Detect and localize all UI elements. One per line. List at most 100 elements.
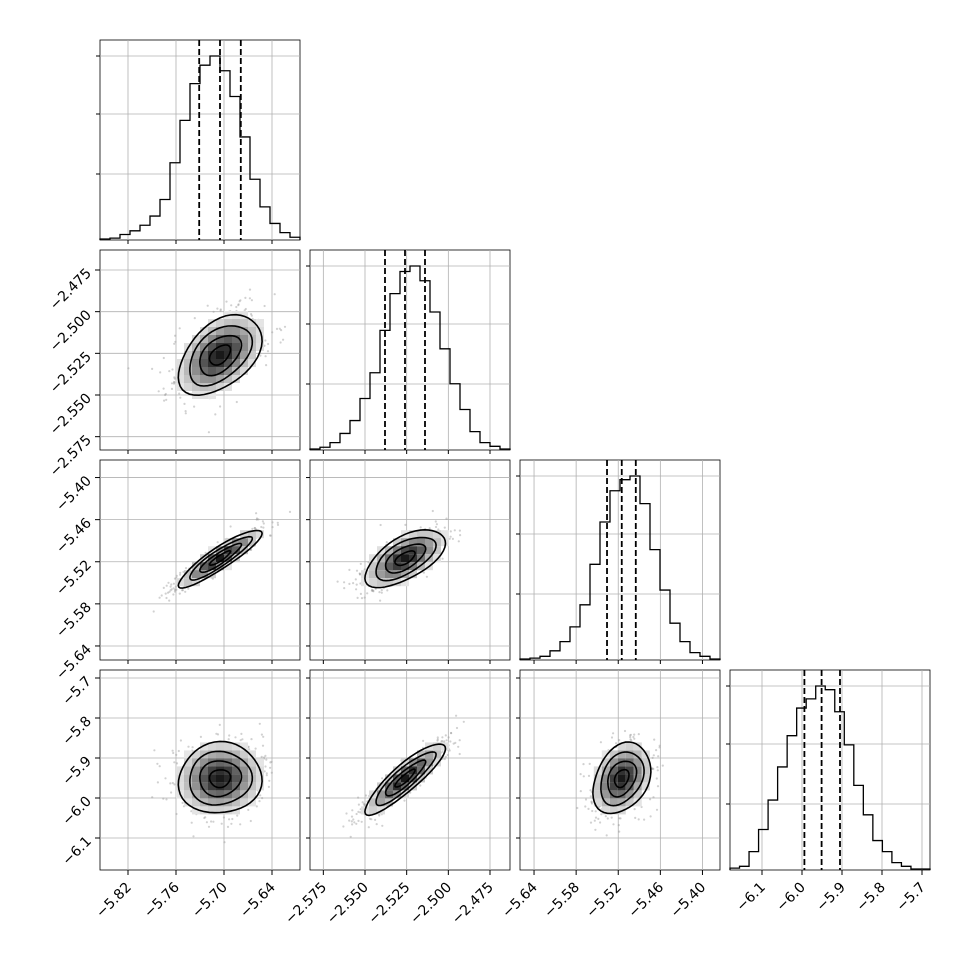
histogram-panel-0 <box>96 39 301 241</box>
scatter-point <box>445 739 448 742</box>
density-cell <box>200 375 208 383</box>
scatter-point <box>345 812 348 815</box>
density-cell <box>208 391 216 399</box>
scatter-point <box>207 825 211 828</box>
scatter-point <box>455 726 459 730</box>
scatter-point <box>263 756 266 759</box>
density-cell <box>248 798 256 807</box>
scatter-point <box>271 521 274 524</box>
density-cell <box>401 578 409 587</box>
density-cell <box>625 766 634 775</box>
scatter-point <box>615 742 618 745</box>
density-cell <box>192 375 200 383</box>
scatter-point <box>239 299 242 302</box>
scatter-panel-1-2 <box>309 459 511 661</box>
histogram-step-1 <box>309 265 511 450</box>
x-tick-label: −5.7 <box>893 880 928 915</box>
scatter-point <box>590 800 593 803</box>
y-tick-label: −5.9 <box>59 754 94 789</box>
scatter-panel-1-3 <box>309 669 511 871</box>
density-cell <box>176 766 184 775</box>
density-cell <box>425 750 433 759</box>
density-cell <box>208 782 216 791</box>
scatter-point <box>582 763 585 766</box>
scatter-point <box>358 573 362 576</box>
scatter-point <box>449 740 452 743</box>
scatter-point <box>184 567 188 570</box>
scatter-point <box>459 534 462 537</box>
density-cell <box>609 774 618 783</box>
scatter-point <box>248 288 252 291</box>
scatter-point <box>357 796 360 799</box>
density-cell <box>192 782 200 791</box>
density-cell <box>208 774 216 783</box>
density-cell <box>401 546 409 555</box>
scatter-point <box>172 382 176 385</box>
scatter-point <box>178 592 181 595</box>
density-cell <box>609 750 618 759</box>
density-cell <box>609 790 618 799</box>
density-cell <box>409 546 417 555</box>
x-tick-label: −6.0 <box>773 880 808 915</box>
density-cell <box>200 359 208 367</box>
scatter-point <box>370 818 373 821</box>
contour-level-3 <box>364 528 447 589</box>
scatter-point <box>593 819 596 822</box>
scatter-point <box>260 525 263 529</box>
scatter-point <box>618 830 621 833</box>
density-cell <box>633 742 642 751</box>
scatter-point <box>336 580 339 583</box>
density-cell <box>433 742 441 751</box>
scatter-point <box>219 308 222 311</box>
contour-level-1 <box>198 760 243 798</box>
scatter-point <box>170 382 174 385</box>
scatter-point <box>367 826 370 829</box>
scatter-point <box>350 815 354 818</box>
scatter-point <box>259 794 262 797</box>
scatter-point <box>443 740 446 743</box>
scatter-point <box>288 510 292 513</box>
density-cell <box>232 335 240 343</box>
density-cell <box>256 782 264 791</box>
scatter-point <box>633 808 636 811</box>
scatter-point <box>255 518 258 521</box>
contour-level-3 <box>177 313 263 397</box>
scatter-point <box>178 392 181 395</box>
scatter-point <box>588 762 591 766</box>
density-cell <box>184 375 192 383</box>
contour-level-2 <box>375 751 437 807</box>
scatter-point <box>227 738 230 741</box>
density-cell <box>641 766 650 775</box>
density-cell <box>184 766 192 775</box>
density-cell <box>593 782 602 791</box>
scatter-point <box>372 589 375 592</box>
scatter-point <box>248 748 251 751</box>
scatter-point <box>255 517 259 520</box>
scatter-point <box>170 588 173 591</box>
density-cell <box>601 790 610 799</box>
scatter-point <box>179 739 182 742</box>
density-cell <box>208 806 216 815</box>
density-cell <box>425 530 433 539</box>
scatter-point <box>409 791 412 794</box>
scatter-point <box>193 405 196 408</box>
density-cell <box>617 798 626 807</box>
scatter-point <box>425 575 428 578</box>
scatter-point <box>265 364 268 367</box>
scatter-point <box>655 777 658 780</box>
contour-level-0 <box>394 768 416 788</box>
scatter-point <box>262 526 265 529</box>
scatter-point <box>237 304 240 307</box>
density-cell <box>224 335 232 343</box>
contour-level-0 <box>208 344 232 366</box>
scatter-point <box>156 762 159 765</box>
scatter-point <box>348 582 351 586</box>
scatter-point <box>205 821 208 824</box>
density-cell <box>240 538 248 547</box>
contour-level-3 <box>177 529 263 589</box>
density-cell <box>200 351 208 359</box>
density-cell <box>208 562 216 571</box>
scatter-point <box>237 303 240 306</box>
x-tick-label: −5.52 <box>583 880 625 922</box>
density-cell <box>385 790 393 799</box>
